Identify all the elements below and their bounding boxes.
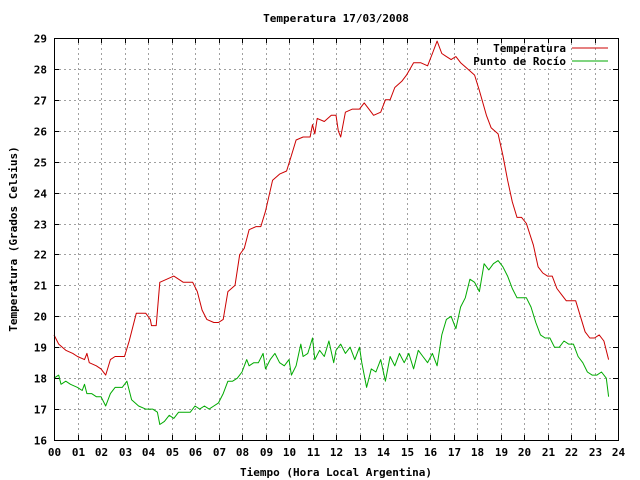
- x-tick-label: 10: [283, 446, 296, 459]
- y-tick-label: 28: [34, 64, 47, 77]
- x-tick-label: 04: [142, 446, 156, 459]
- legend-label-punto-de-rocio: Punto de Rocío: [473, 55, 566, 68]
- series-line-temperatura: [53, 40, 610, 376]
- x-tick-label: 18: [471, 446, 484, 459]
- series-line-punto-de-rocio: [53, 260, 610, 425]
- x-tick-label: 24: [612, 446, 626, 459]
- x-tick-label: 21: [542, 446, 556, 459]
- y-tick-label: 29: [34, 33, 47, 46]
- x-axis-label: Tiempo (Hora Local Argentina): [240, 466, 432, 479]
- axis-ticks: 00 01 02 03 04 05 06 07 08 09 10 11 12 13 14 15 16 17 18 19…: [34, 33, 626, 460]
- x-tick-label: 17: [448, 446, 461, 459]
- y-tick-label: 21: [34, 280, 48, 293]
- x-tick-label: 16: [424, 446, 438, 459]
- y-tick-label: 22: [34, 249, 47, 262]
- legend: Temperatura Punto de Rocío: [473, 42, 608, 68]
- y-tick-label: 17: [34, 404, 47, 417]
- x-tick-label: 08: [236, 446, 249, 459]
- x-tick-label: 11: [307, 446, 321, 459]
- x-tick-label: 00: [48, 446, 61, 459]
- x-tick-label: 15: [401, 446, 414, 459]
- y-tick-label: 16: [34, 435, 48, 448]
- x-tick-label: 09: [260, 446, 273, 459]
- y-tick-label: 27: [34, 95, 47, 108]
- x-tick-label: 03: [119, 446, 132, 459]
- y-tick-label: 20: [34, 311, 47, 324]
- y-tick-label: 23: [34, 219, 47, 232]
- y-tick-label: 24: [34, 188, 48, 201]
- series-lines: [53, 40, 610, 425]
- legend-label-temperatura: Temperatura: [493, 42, 566, 55]
- y-tick-label: 26: [34, 126, 48, 139]
- grid-lines: [54, 38, 618, 440]
- x-tick-label: 22: [565, 446, 578, 459]
- x-tick-label: 13: [354, 446, 367, 459]
- x-tick-label: 02: [95, 446, 108, 459]
- x-tick-label: 05: [166, 446, 179, 459]
- x-tick-label: 12: [330, 446, 343, 459]
- x-tick-label: 07: [213, 446, 226, 459]
- y-tick-label: 25: [34, 157, 47, 170]
- chart-title: Temperatura 17/03/2008: [263, 12, 409, 25]
- x-tick-label: 14: [377, 446, 391, 459]
- x-tick-label: 23: [589, 446, 602, 459]
- y-tick-label: 18: [34, 373, 47, 386]
- y-axis-label: Temperatura (Grados Celsius): [7, 146, 20, 331]
- x-tick-label: 06: [189, 446, 203, 459]
- x-tick-label: 01: [72, 446, 86, 459]
- y-tick-label: 19: [34, 342, 47, 355]
- x-tick-label: 19: [495, 446, 508, 459]
- x-tick-label: 20: [518, 446, 531, 459]
